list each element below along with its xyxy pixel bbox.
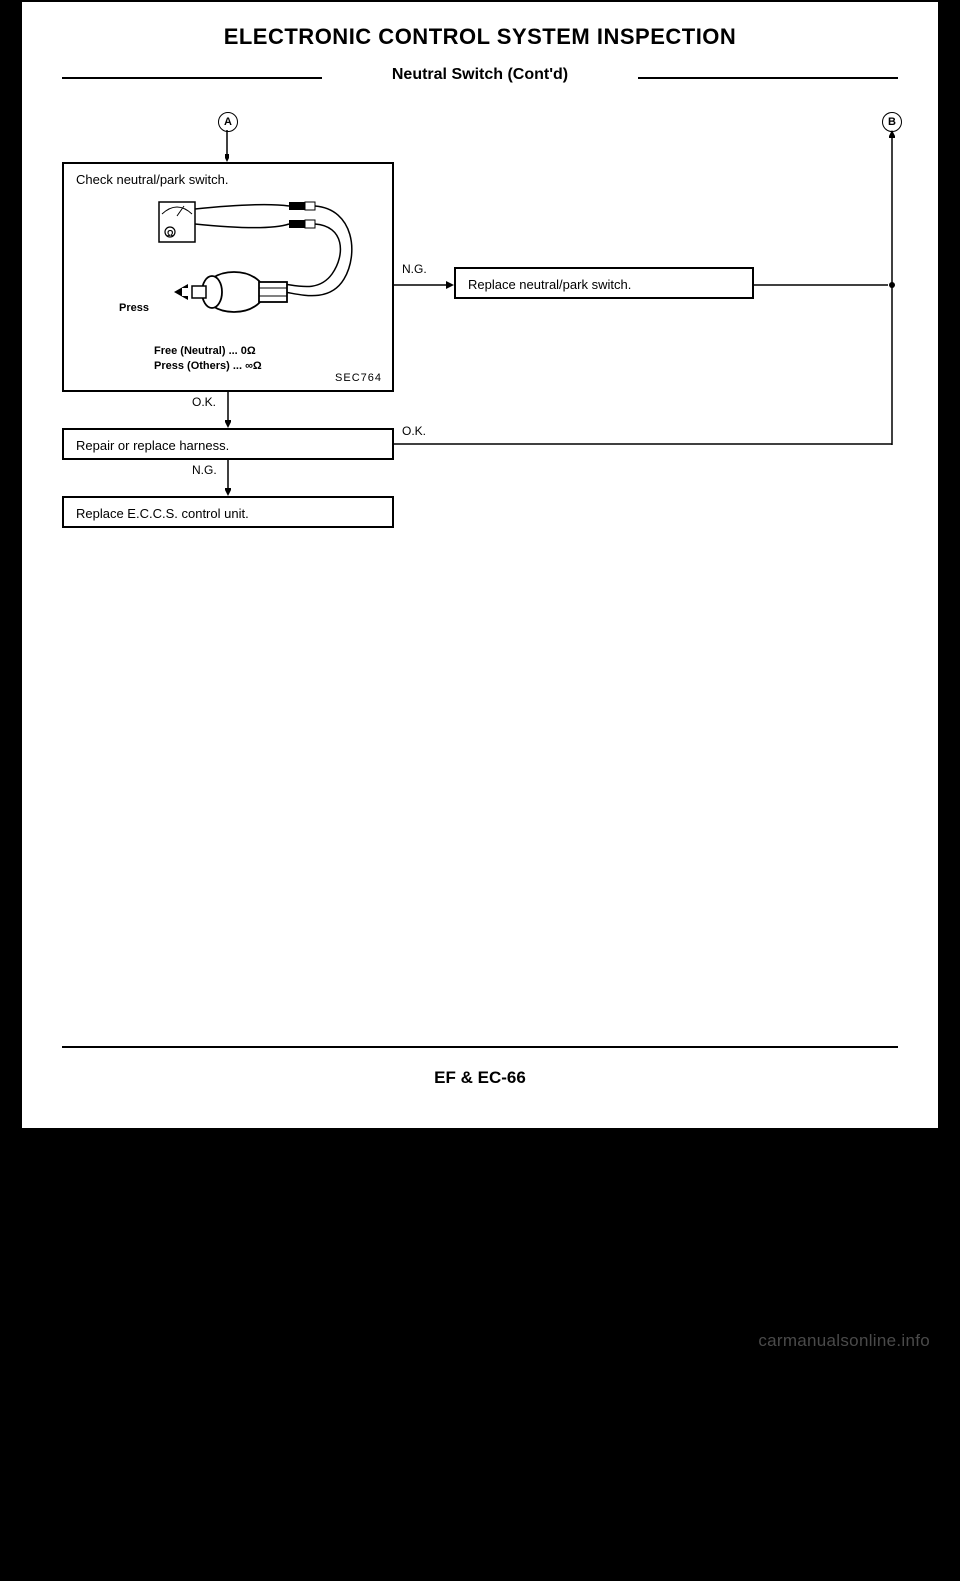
- flowchart-diagram: A B Check neutral/park switch.: [62, 112, 902, 562]
- subtitle-row: Neutral Switch (Cont'd): [22, 66, 938, 90]
- page-title: ELECTRONIC CONTROL SYSTEM INSPECTION: [22, 24, 938, 50]
- edge-ok2-label: O.K.: [402, 424, 426, 438]
- marker-b: B: [882, 112, 902, 132]
- line-b-up: [889, 130, 895, 285]
- resistance-values: Free (Neutral) ... 0Ω Press (Others) ...…: [154, 344, 262, 375]
- press-label: Press: [119, 302, 149, 314]
- arrow-a-down: [225, 130, 229, 162]
- watermark: carmanualsonline.info: [758, 1331, 930, 1351]
- marker-a: A: [218, 112, 238, 132]
- bottom-rule: [62, 1046, 898, 1048]
- line-replace-to-b: [754, 280, 896, 290]
- page-root: ELECTRONIC CONTROL SYSTEM INSPECTION Neu…: [0, 0, 960, 1581]
- free-neutral-line: Free (Neutral) ... 0Ω: [154, 345, 256, 357]
- edge-ok-label: O.K.: [192, 395, 216, 409]
- rule-left: [62, 77, 322, 79]
- node-check-switch: Check neutral/park switch. Ω: [62, 162, 394, 392]
- svg-text:Ω: Ω: [167, 229, 174, 238]
- sec-code: SEC764: [335, 372, 382, 384]
- node-replace-eccs: Replace E.C.C.S. control unit.: [62, 496, 394, 528]
- arrow-ng-down: [225, 460, 231, 496]
- rule-right: [638, 77, 898, 79]
- press-others-line: Press (Others) ... ∞Ω: [154, 360, 262, 372]
- paper-sheet: ELECTRONIC CONTROL SYSTEM INSPECTION Neu…: [20, 0, 940, 1130]
- edge-ng-label: N.G.: [402, 262, 427, 276]
- edge-ng2-label: N.G.: [192, 463, 217, 477]
- node-replace-switch: Replace neutral/park switch.: [454, 267, 754, 299]
- arrow-ok-down: [225, 392, 231, 428]
- node-repair-harness: Repair or replace harness.: [62, 428, 394, 460]
- page-number: EF & EC-66: [22, 1068, 938, 1088]
- line-ok-right: [394, 442, 896, 446]
- arrow-ng-right: [394, 280, 454, 290]
- check-switch-title: Check neutral/park switch.: [76, 172, 228, 187]
- page-subtitle: Neutral Switch (Cont'd): [22, 66, 938, 84]
- line-ok-up: [890, 285, 894, 445]
